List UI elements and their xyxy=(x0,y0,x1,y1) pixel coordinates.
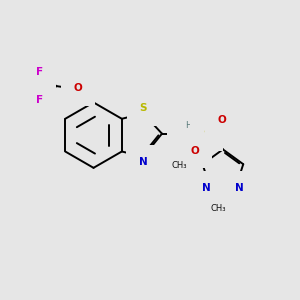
Text: S: S xyxy=(140,103,147,113)
Text: N: N xyxy=(235,183,243,193)
Text: CH₃: CH₃ xyxy=(172,161,188,170)
Text: N: N xyxy=(180,129,189,139)
Text: O: O xyxy=(74,83,82,94)
Text: N: N xyxy=(202,183,211,193)
Text: N: N xyxy=(139,157,148,167)
Text: CH₃: CH₃ xyxy=(211,203,226,212)
Text: H: H xyxy=(185,121,191,130)
Text: O: O xyxy=(191,146,200,156)
Text: O: O xyxy=(218,115,227,125)
Text: F: F xyxy=(36,95,43,105)
Text: S: S xyxy=(203,129,210,139)
Text: F: F xyxy=(36,67,43,77)
